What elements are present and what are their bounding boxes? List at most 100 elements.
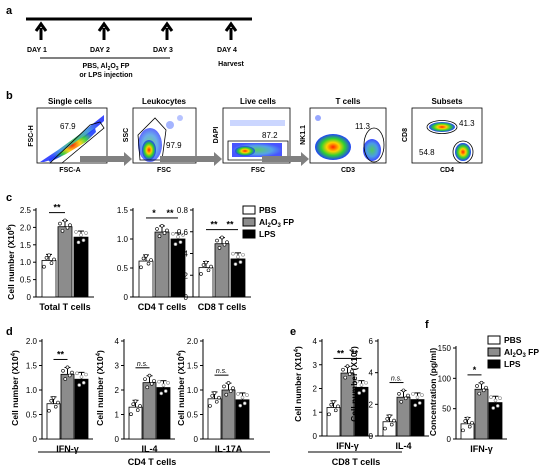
bar-lps bbox=[410, 399, 425, 437]
legend-swatch-fp bbox=[487, 347, 501, 357]
data-point bbox=[411, 392, 415, 396]
gate-cd8 bbox=[426, 120, 458, 134]
bar-lps bbox=[488, 402, 503, 440]
data-point bbox=[149, 258, 153, 262]
y-tick-label: 0.5 bbox=[20, 276, 32, 285]
data-point bbox=[63, 218, 67, 223]
legend-pbs: PBS bbox=[504, 335, 522, 345]
data-point bbox=[493, 398, 498, 403]
data-point bbox=[397, 391, 401, 396]
y-title-d1: Cell number (X104) bbox=[10, 350, 20, 426]
data-point bbox=[331, 399, 336, 404]
category-label: IFN-γ bbox=[470, 444, 493, 454]
data-point bbox=[176, 235, 180, 239]
y-tick-label: 0 bbox=[447, 435, 452, 444]
data-point bbox=[222, 384, 226, 389]
data-point bbox=[152, 379, 156, 383]
cd4-group-label: CD4 T cells bbox=[128, 457, 177, 467]
data-point bbox=[212, 391, 217, 395]
bar-lps bbox=[235, 399, 250, 440]
x-axis-label: FSC bbox=[251, 167, 265, 174]
data-point bbox=[392, 418, 396, 423]
gate-value: 11.3 bbox=[355, 122, 371, 131]
data-point bbox=[343, 375, 348, 380]
y-tick-label: 0 bbox=[27, 293, 32, 302]
data-point bbox=[162, 231, 167, 235]
data-point bbox=[387, 414, 392, 418]
y-tick-label: 0 bbox=[33, 435, 38, 444]
data-point bbox=[491, 406, 496, 410]
data-point bbox=[44, 256, 49, 260]
gating-title: Leukocytes bbox=[142, 97, 187, 106]
data-point bbox=[70, 370, 74, 375]
gating-title: Live cells bbox=[240, 97, 277, 106]
y-tick-label: 6 bbox=[369, 337, 374, 346]
gate bbox=[137, 117, 167, 161]
data-point bbox=[222, 242, 227, 247]
data-point bbox=[420, 393, 424, 397]
gating-plot-single-cells: Single cells 67.9 FSC-A FSC-H bbox=[28, 97, 108, 174]
y-tick-label: 0.2 bbox=[177, 271, 189, 280]
data-point bbox=[68, 223, 72, 227]
legend-swatch-lps bbox=[487, 359, 501, 369]
y-tick-label: 2.0 bbox=[187, 337, 199, 346]
y-tick-label: 1.5 bbox=[26, 362, 38, 371]
data-point bbox=[481, 388, 486, 393]
data-point bbox=[144, 254, 148, 258]
data-point bbox=[228, 389, 233, 393]
y-tick-label: 150 bbox=[438, 344, 452, 353]
bar-al2o3-fp bbox=[221, 389, 236, 440]
y-tick-label: 4 bbox=[115, 337, 120, 346]
data-point bbox=[341, 367, 345, 372]
sig-mark: ** bbox=[337, 348, 345, 358]
y-title-c: Cell number (X106) bbox=[6, 224, 16, 300]
data-point bbox=[63, 377, 68, 381]
gating-title: Subsets bbox=[431, 97, 463, 106]
bar-pbs bbox=[198, 267, 214, 298]
y-tick-label: 1.5 bbox=[20, 241, 32, 250]
data-point bbox=[413, 403, 418, 408]
data-point bbox=[61, 368, 65, 373]
bar-lps bbox=[73, 236, 89, 298]
category-label: IFN-γ bbox=[336, 441, 359, 451]
y-title-e1: Cell number (X104) bbox=[293, 346, 303, 422]
sig-mark: ** bbox=[166, 208, 174, 218]
data-point bbox=[47, 253, 51, 258]
data-point bbox=[47, 408, 51, 413]
data-point bbox=[145, 385, 150, 390]
bar-al2o3-fp bbox=[474, 388, 489, 440]
data-point bbox=[484, 385, 488, 390]
gate-value: 67.9 bbox=[60, 122, 76, 131]
data-point bbox=[238, 403, 243, 408]
data-point bbox=[56, 400, 60, 405]
data-point bbox=[166, 381, 170, 385]
gate-value-cd8: 41.3 bbox=[459, 119, 475, 128]
bar-lps bbox=[230, 258, 246, 298]
y-tick-label: 2 bbox=[313, 385, 318, 394]
panel-e-label: e bbox=[290, 326, 296, 338]
panel-b-label: b bbox=[6, 90, 13, 102]
y-title-d2: Cell number (X104) bbox=[95, 350, 105, 426]
data-point bbox=[465, 416, 470, 421]
sig-mark: ** bbox=[351, 348, 359, 358]
data-point bbox=[231, 386, 235, 391]
sig-mark: * bbox=[152, 208, 156, 218]
data-point bbox=[329, 402, 334, 407]
data-point bbox=[49, 261, 54, 265]
data-point bbox=[138, 404, 142, 408]
y-tick-label: 1.0 bbox=[117, 235, 129, 244]
injection-label: PBS, Al2O3 FP bbox=[83, 63, 130, 72]
data-point bbox=[163, 389, 168, 393]
x-axis-label: CD4 bbox=[440, 167, 454, 174]
y-tick-label: 2 bbox=[115, 386, 120, 395]
legend-c: PBS Al2O3 FP LPS bbox=[242, 205, 294, 239]
data-point bbox=[149, 382, 154, 386]
data-point bbox=[157, 379, 161, 384]
data-point bbox=[463, 419, 468, 423]
legend-swatch-fp bbox=[242, 217, 256, 227]
bar-charts: 00.51.01.52.02.5 **Total T cells00.51.01.… bbox=[20, 203, 507, 454]
category-label: Total T cells bbox=[39, 302, 90, 312]
data-point bbox=[401, 388, 406, 393]
data-point bbox=[52, 257, 56, 262]
data-point bbox=[389, 422, 394, 427]
